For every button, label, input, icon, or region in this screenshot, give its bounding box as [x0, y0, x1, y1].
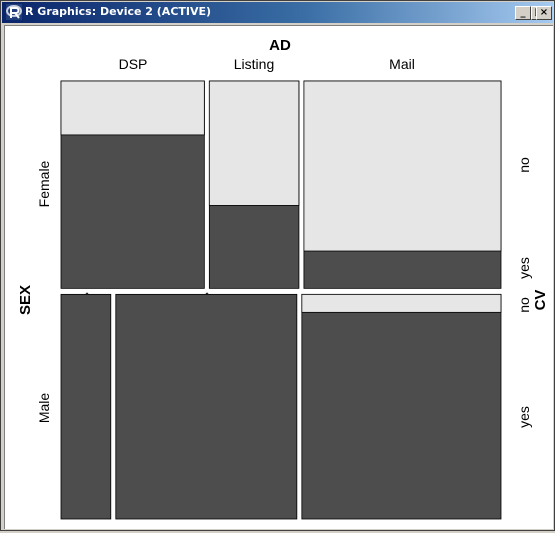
title-bar[interactable]: R Graphics: Device 2 (ACTIVE) _ □	[2, 2, 553, 23]
minimize-button[interactable]: _	[515, 6, 531, 20]
fill-variable-label: CV	[532, 290, 549, 311]
tile-no-listing-female	[208, 80, 300, 206]
close-icon: ×	[539, 7, 549, 18]
window-title: R Graphics: Device 2 (ACTIVE)	[25, 5, 212, 18]
tile-yes-mail-male	[301, 293, 502, 520]
minimize-icon: _	[520, 7, 526, 18]
r-logo-icon	[6, 4, 22, 20]
plot-canvas: AD SEX CV DSP Listing Mail Female Male n…	[4, 25, 553, 529]
x-variable-label: AD	[269, 37, 291, 54]
close-button[interactable]: ×	[536, 6, 552, 20]
cv-level-label-yes-female: yes	[516, 257, 532, 279]
mosaic-plot: AD SEX CV DSP Listing Mail Female Male n…	[17, 37, 549, 520]
tile-no-mail-male	[301, 293, 502, 313]
tile-no-mail-female	[303, 80, 502, 252]
ad-level-label-mail: Mail	[389, 56, 415, 72]
cv-level-label-no-male: no	[516, 297, 532, 313]
ad-level-label-listing: Listing	[234, 56, 274, 72]
sex-level-label-male: Male	[36, 393, 52, 424]
y-variable-label: SEX	[17, 285, 34, 315]
ad-level-label-dsp: DSP	[119, 56, 148, 72]
cv-level-label-no-female: no	[516, 157, 532, 173]
tile-yes-dsp-male	[60, 293, 112, 520]
mosaic-tiles	[60, 80, 502, 520]
sex-level-label-female: Female	[36, 160, 52, 207]
tile-yes-listing-male	[115, 293, 298, 520]
tile-no-dsp-female	[60, 80, 205, 136]
cv-level-label-yes-male: yes	[516, 406, 532, 428]
